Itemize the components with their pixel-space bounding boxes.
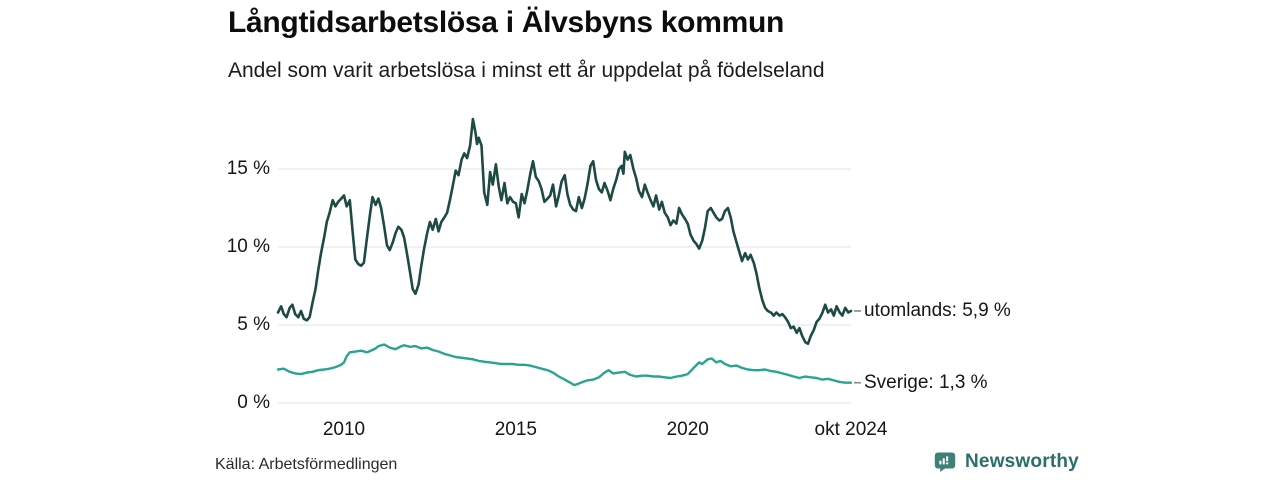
chart-title: Långtidsarbetslösa i Älvsbyns kommun [228, 6, 785, 39]
source-note: Källa: Arbetsförmedlingen [215, 456, 398, 473]
brand-logo: Newsworthy [933, 450, 1079, 474]
newsworthy-chart-bubble-icon [934, 452, 956, 472]
line-utomlands [276, 117, 853, 346]
legend-label-Sverige: Sverige: 1,3 % [864, 371, 988, 393]
x-axis-tick-label: 2010 [322, 419, 366, 440]
legend-label-utomlands: utomlands: 5,9 % [864, 299, 1011, 321]
y-axis-tick-label: 10 % [226, 236, 270, 257]
y-axis-tick-label: 0 % [237, 392, 270, 413]
x-axis-tick-label: 2020 [666, 419, 709, 440]
x-axis-tick-label: okt 2024 [814, 419, 888, 440]
chart-subtitle: Andel som varit arbetslösa i minst ett å… [228, 59, 825, 82]
y-axis-tick-label: 5 % [237, 314, 270, 335]
y-axis-tick-label: 15 % [226, 158, 270, 179]
x-axis-tick-label: 2015 [494, 419, 537, 440]
brand-name: Newsworthy [965, 451, 1079, 472]
line-Sverige [276, 343, 853, 387]
